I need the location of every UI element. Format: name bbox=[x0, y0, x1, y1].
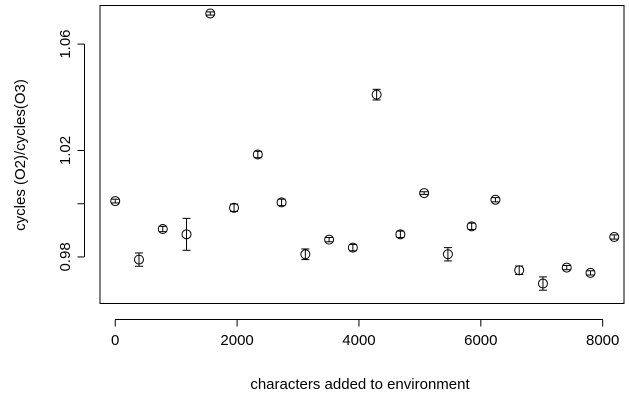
x-tick-label: 0 bbox=[111, 332, 119, 349]
y-axis-label: cycles (O2)/cycles(O3) bbox=[12, 79, 29, 231]
data-point bbox=[133, 252, 144, 267]
point-marker bbox=[276, 197, 287, 208]
data-point bbox=[276, 197, 287, 208]
point-marker bbox=[252, 149, 263, 160]
data-point bbox=[514, 265, 525, 276]
data-point bbox=[395, 229, 406, 240]
data-point bbox=[157, 224, 168, 234]
data-point bbox=[561, 262, 572, 273]
data-point bbox=[181, 217, 192, 251]
point-marker bbox=[181, 229, 192, 240]
data-points bbox=[110, 8, 620, 291]
point-marker bbox=[300, 249, 311, 260]
y-axis: 0.98 1.02 1.06 bbox=[57, 29, 85, 272]
data-point bbox=[490, 194, 501, 205]
data-point bbox=[300, 248, 311, 261]
point-marker bbox=[609, 231, 620, 242]
point-marker bbox=[229, 202, 240, 213]
data-point bbox=[205, 8, 216, 19]
point-marker bbox=[205, 8, 216, 19]
data-point bbox=[252, 149, 263, 160]
point-marker bbox=[347, 242, 358, 253]
point-marker bbox=[371, 89, 382, 100]
point-marker bbox=[537, 278, 548, 289]
point-marker bbox=[419, 188, 430, 199]
x-tick-label: 4000 bbox=[342, 332, 375, 349]
data-point bbox=[229, 202, 240, 213]
data-point bbox=[585, 267, 596, 278]
plot-frame bbox=[99, 5, 625, 304]
point-marker bbox=[133, 254, 144, 265]
x-tick-label: 2000 bbox=[220, 332, 253, 349]
point-marker bbox=[585, 267, 596, 278]
data-point bbox=[110, 196, 121, 207]
point-marker bbox=[442, 249, 453, 260]
x-tick-label: 8000 bbox=[586, 332, 619, 349]
data-point bbox=[419, 188, 430, 199]
point-marker bbox=[324, 234, 335, 245]
point-marker bbox=[490, 194, 501, 205]
data-point bbox=[442, 247, 453, 262]
point-marker bbox=[395, 229, 406, 240]
y-tick-label: 1.02 bbox=[57, 136, 74, 165]
data-point bbox=[466, 221, 477, 232]
data-point bbox=[371, 88, 382, 101]
point-marker bbox=[561, 262, 572, 273]
data-point bbox=[609, 231, 620, 242]
x-tick-label: 6000 bbox=[464, 332, 497, 349]
point-marker bbox=[157, 224, 168, 234]
point-marker bbox=[466, 221, 477, 232]
data-point bbox=[347, 242, 358, 253]
x-axis: 0 2000 4000 6000 8000 bbox=[111, 319, 619, 349]
y-tick-label: 1.06 bbox=[57, 29, 74, 58]
data-point bbox=[537, 276, 548, 291]
point-marker bbox=[514, 265, 525, 276]
data-point bbox=[324, 234, 335, 245]
point-marker bbox=[110, 196, 121, 207]
x-axis-label: characters added to environment bbox=[250, 376, 470, 393]
y-tick-label: 0.98 bbox=[57, 242, 74, 271]
